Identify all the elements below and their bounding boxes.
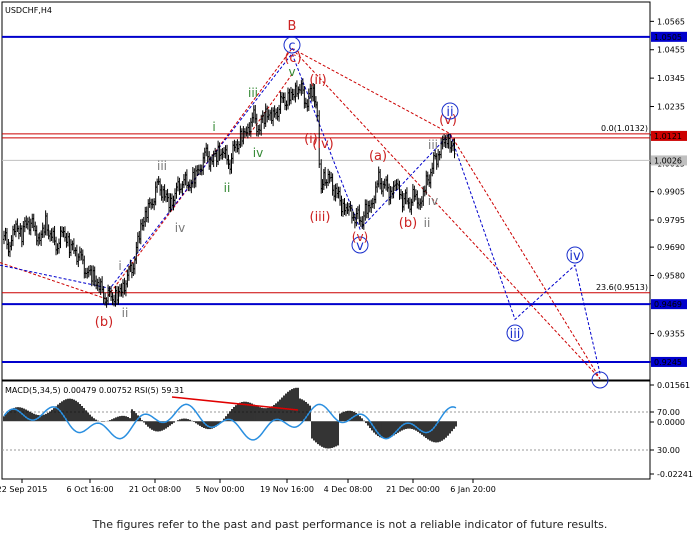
wave-label-B: B bbox=[288, 19, 297, 34]
time-tick-label: 21 Oct 08:00 bbox=[129, 485, 181, 494]
wave-label-paren-a: (a) bbox=[369, 149, 387, 164]
time-tick-label: 6 Jan 20:00 bbox=[450, 485, 496, 494]
wave-circle-bottom bbox=[591, 371, 609, 389]
fib-236-label: 23.6(0.9513) bbox=[596, 283, 648, 292]
time-tick-label: 21 Dec 00:00 bbox=[386, 485, 440, 494]
wave-label-paren-ii: (ii) bbox=[309, 73, 326, 88]
wave-label-ii-small: ii bbox=[424, 216, 431, 230]
wave-label-paren-iv: (iv) bbox=[312, 137, 333, 152]
wave-circle-v bbox=[351, 236, 369, 254]
chart-canvas: 1.05651.04551.03451.02351.01251.00150.99… bbox=[0, 1, 693, 494]
price-tick-label: 0.9795 bbox=[657, 216, 685, 225]
wave-label-paren-c: (c) bbox=[284, 51, 301, 66]
wave-label-iv-grey: iv bbox=[175, 221, 185, 235]
wave-label-circ-iv: iv bbox=[569, 249, 581, 264]
indicator-tick-label: 0.01561 bbox=[657, 381, 690, 390]
wave-label-paren-i: (i) bbox=[304, 132, 318, 147]
time-axis: 22 Sep 2015 6 Oct 16:00 21 Oct 08:00 5 Nov … bbox=[0, 479, 496, 494]
indicator-tick-label: 70.00 bbox=[657, 408, 680, 417]
price-tick-label: 0.9355 bbox=[657, 330, 685, 339]
wave-label-paren-iii: (iii) bbox=[310, 210, 331, 225]
time-tick-label: 6 Oct 16:00 bbox=[66, 485, 113, 494]
wave-label-iii-grey: iii bbox=[157, 159, 167, 173]
price-tick-label: 1.0235 bbox=[657, 102, 685, 111]
indicator-tick-label: -0.02241 bbox=[657, 470, 693, 479]
level-lower-blue-tag bbox=[651, 299, 687, 310]
fib-0-label: 0.0(1.0132) bbox=[601, 124, 648, 133]
wave-label-i-top: i bbox=[212, 120, 215, 134]
time-tick-label: 22 Sep 2015 bbox=[0, 485, 47, 494]
price-tick-label: 1.0565 bbox=[657, 17, 685, 26]
level-lower-blue-value: 0.9469 bbox=[654, 300, 682, 309]
wave-label-iv-green: iv bbox=[253, 146, 263, 160]
horizontal-levels: 1.0505 1.0121 1.0026 23.6(0.9513) 0.0(1.0132… bbox=[2, 31, 687, 367]
red-wave-path-3 bbox=[291, 48, 601, 379]
wave-label-paren-b-low: (b) bbox=[95, 315, 113, 330]
time-tick-label: 4 Dec 08:00 bbox=[324, 485, 373, 494]
level-upper-blue-value: 1.0505 bbox=[654, 33, 682, 42]
level-current-tag bbox=[651, 155, 687, 166]
wave-label-i-grey: i bbox=[118, 259, 121, 273]
price-tick-label: 1.0455 bbox=[657, 46, 685, 55]
wave-label-circ-ii: ii bbox=[446, 105, 453, 120]
price-bars bbox=[3, 78, 456, 308]
time-tick-label: 19 Nov 16:00 bbox=[260, 485, 314, 494]
time-tick-label: 5 Nov 00:00 bbox=[196, 485, 245, 494]
price-axis: 1.05651.04551.03451.02351.01251.00150.99… bbox=[650, 17, 685, 367]
wave-label-circ-iii: iii bbox=[510, 327, 521, 342]
wave-circle-iv bbox=[566, 246, 584, 264]
wave-circle-c bbox=[283, 36, 301, 54]
level-red-tag bbox=[651, 130, 687, 141]
wave-label-paren-b: (b) bbox=[399, 216, 417, 231]
indicator-tick-label: 30.00 bbox=[657, 446, 680, 455]
wave-label-iii-small: iii bbox=[428, 138, 438, 152]
level-bottom-blue-tag bbox=[651, 356, 687, 367]
price-tick-label: 1.0345 bbox=[657, 74, 685, 83]
wave-label-v-top: v bbox=[288, 65, 295, 79]
price-tick-label: 0.9905 bbox=[657, 188, 685, 197]
level-bottom-blue-value: 0.9245 bbox=[654, 358, 682, 367]
level-red-value: 1.0121 bbox=[654, 132, 682, 141]
wave-circle-iii bbox=[506, 324, 524, 342]
macd-rsi-plot: 0.01561 70.000.0000 30.00 -0.02241 bbox=[2, 381, 693, 479]
disclaimer-text: The figures refer to the past and past p… bbox=[92, 518, 608, 531]
indicator-title: MACD(5,34,5) 0.00479 0.00752 RSI(5) 59.3… bbox=[5, 386, 184, 395]
wave-labels: Bc(c)viiiiivii(ii)(i)(iv)(iii)v(v)(a)(b)… bbox=[95, 19, 609, 389]
wave-label-paren-v-low: (v) bbox=[352, 230, 368, 244]
level-upper-blue-tag bbox=[651, 31, 687, 42]
blue-wave-path bbox=[0, 52, 601, 374]
price-tick-label: 0.9690 bbox=[657, 243, 685, 252]
price-tick-label: 0.9580 bbox=[657, 272, 685, 281]
symbol-label: USDCHF,H4 bbox=[5, 6, 52, 15]
wave-label-circ-v: v bbox=[356, 239, 364, 254]
level-current-value: 1.0026 bbox=[654, 156, 682, 165]
rsi-divergence-line bbox=[171, 396, 299, 411]
red-wave-path-2 bbox=[291, 48, 601, 380]
wave-label-iv-small: iv bbox=[428, 194, 438, 208]
wave-label-ii-green: ii bbox=[224, 181, 231, 195]
indicator-tick-label: 0.0000 bbox=[657, 418, 685, 427]
wave-label-iii-top: iii bbox=[248, 86, 258, 100]
wave-label-ii-grey: ii bbox=[122, 306, 129, 320]
wave-circle-ii bbox=[441, 102, 459, 120]
wave-label-paren-v: (v) bbox=[439, 113, 457, 128]
rsi-line bbox=[3, 403, 457, 441]
wave-label-c: c bbox=[288, 39, 295, 54]
red-wave-path-1 bbox=[0, 48, 293, 300]
